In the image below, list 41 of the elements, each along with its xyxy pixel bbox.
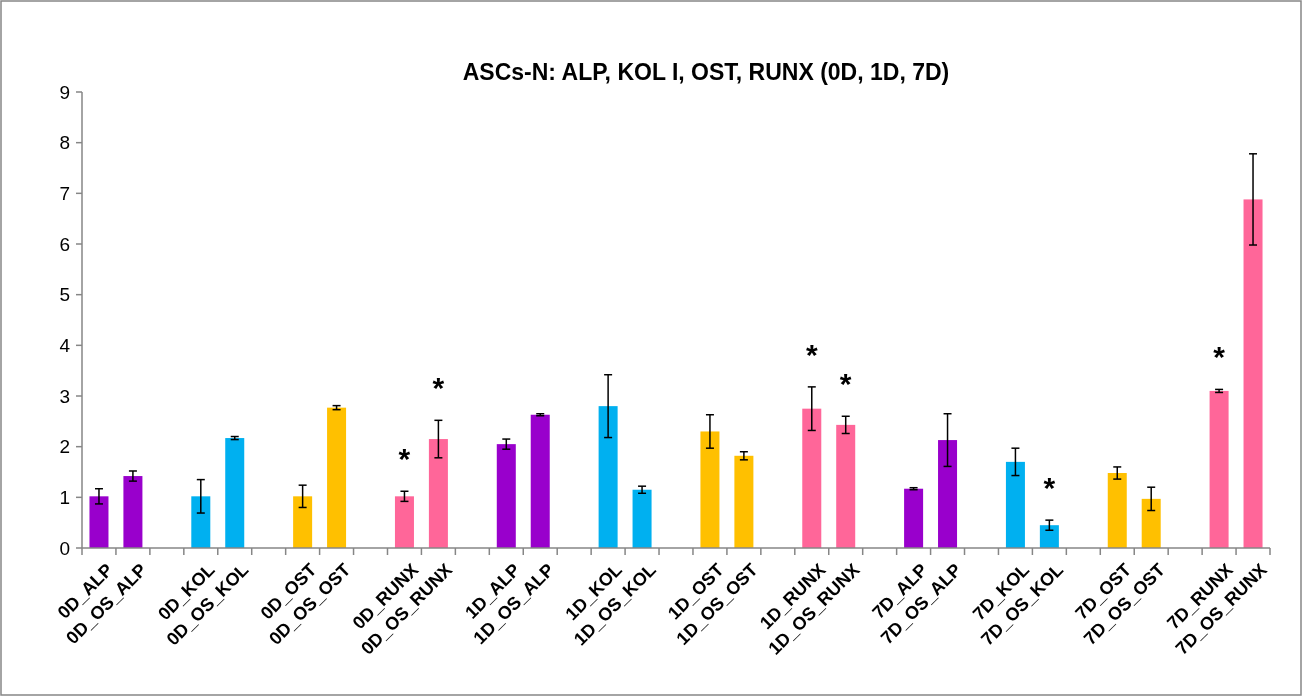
bar [327, 407, 347, 548]
y-tick-label: 7 [59, 182, 70, 204]
bar [123, 476, 143, 548]
y-tick-label: 2 [59, 436, 70, 458]
y-tick-label: 8 [59, 132, 70, 154]
bar [191, 496, 211, 548]
data-label: * [839, 367, 852, 401]
data-label: * [805, 337, 818, 371]
y-tick-label: 6 [59, 233, 70, 255]
y-tick-label: 4 [59, 334, 71, 356]
bar [89, 496, 109, 548]
bar [632, 489, 652, 548]
bar [938, 440, 958, 548]
bar [1107, 473, 1127, 548]
bar [530, 414, 550, 548]
bar [394, 496, 414, 548]
bar [802, 408, 822, 548]
bar [734, 455, 754, 548]
bar [598, 406, 618, 548]
bar [496, 444, 516, 548]
bar [1209, 390, 1229, 548]
bar [225, 438, 245, 548]
bar [428, 439, 448, 548]
y-tick-label: 9 [59, 81, 70, 103]
y-tick-label: 0 [59, 537, 70, 559]
bar [836, 424, 856, 548]
bar [293, 496, 313, 548]
data-label: * [398, 442, 411, 476]
bar [700, 431, 720, 548]
bar [904, 488, 924, 548]
y-tick-label: 5 [59, 284, 70, 306]
bar [1243, 199, 1263, 548]
y-tick-label: 1 [59, 486, 70, 508]
data-label: * [1043, 471, 1056, 505]
y-tick-label: 3 [59, 385, 70, 407]
data-label: * [1213, 340, 1226, 374]
chart-title: ASCs-N: ALP, KOL I, OST, RUNX (0D, 1D, 7D) [462, 59, 950, 85]
bar [1141, 498, 1161, 548]
bar [1005, 461, 1025, 548]
data-label: * [432, 371, 445, 405]
bar [1039, 525, 1059, 548]
